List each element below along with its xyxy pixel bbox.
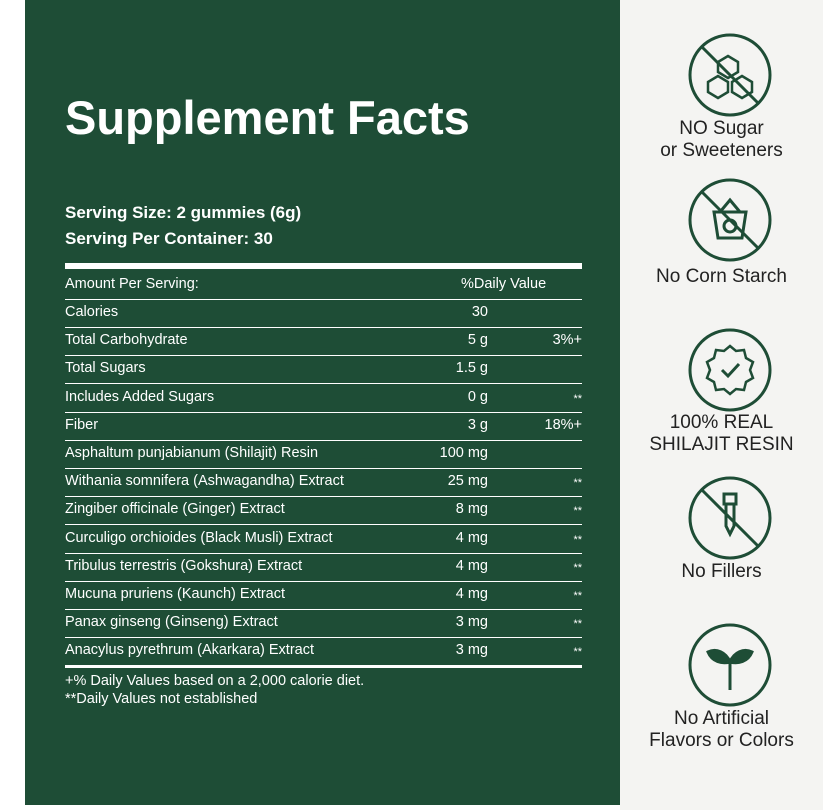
rule <box>65 496 582 498</box>
rule <box>65 580 582 582</box>
header-dv: %Daily Value <box>461 276 547 292</box>
row-name: Withania somnifera (Ashwagandha) Extract <box>65 473 344 490</box>
facts-panel: Supplement Facts Serving Size: 2 gummies… <box>25 0 620 805</box>
thick-rule <box>65 263 582 269</box>
row-dv: ** <box>573 392 582 405</box>
header-label: Amount Per Serving: <box>65 276 199 292</box>
row-name: Total Carbohydrate <box>65 332 188 349</box>
rule <box>65 327 582 328</box>
row-name: Panax ginseng (Ginseng) Extract <box>65 614 278 631</box>
footnote: **Daily Values not established <box>65 691 258 707</box>
badges: NO Sugar or Sweeteners No Corn Starch 100% … <box>620 0 823 810</box>
badge-label: or Sweeteners <box>660 140 783 161</box>
row-name: Anacylus pyrethrum (Akarkara) Extract <box>65 642 314 659</box>
rule <box>65 609 582 610</box>
rule <box>65 299 582 300</box>
rule <box>65 665 582 669</box>
row-dv: ** <box>573 618 582 631</box>
badge-label: No Artificial <box>673 708 770 729</box>
row-dv: 18%+ <box>544 416 583 433</box>
row-name: Total Sugars <box>65 360 146 377</box>
row-name: Tribulus terrestris (Gokshura) Extract <box>65 557 303 574</box>
row-dv: ** <box>573 477 582 490</box>
row-amount: 4 mg <box>455 586 488 602</box>
rule <box>65 383 582 385</box>
row-amount: 8 mg <box>455 501 488 518</box>
row-amount: 3 mg <box>455 642 488 659</box>
row-amount: 3 mg <box>455 614 488 631</box>
row-amount: 4 mg <box>455 557 488 574</box>
badge-label: SHILAJIT RESIN <box>649 434 794 455</box>
badge-label: No Fillers <box>681 561 762 582</box>
row-name: Zingiber officinale (Ginger) Extract <box>65 501 285 518</box>
badge-icons <box>688 33 772 707</box>
rule <box>65 524 582 526</box>
row-amount: 30 <box>471 304 488 320</box>
rule <box>65 552 582 554</box>
rule <box>65 411 582 413</box>
rule <box>65 439 582 441</box>
badge-label: 100% REAL <box>669 412 774 433</box>
serving-size: Serving Size: 2 gummies (6g) <box>65 203 302 222</box>
row-amount: 3 g <box>467 416 488 433</box>
row-name: Asphaltum punjabianum (Shilajit) Resin <box>65 445 319 461</box>
row-dv: ** <box>573 505 582 518</box>
servings: Serving Per Container: 30 <box>65 229 273 248</box>
rule <box>65 637 582 639</box>
row-dv: ** <box>573 590 582 602</box>
row-dv: ** <box>573 646 582 659</box>
row-amount: 25 mg <box>447 473 488 490</box>
row-amount: 0 g <box>467 388 488 405</box>
rule <box>65 355 582 357</box>
row-dv: ** <box>573 533 582 546</box>
row-name: Fiber <box>65 416 99 433</box>
row-dv: ** <box>573 561 582 574</box>
row-name: Curculigo orchioides (Black Musli) Extra… <box>65 529 333 546</box>
row-amount: 100 mg <box>439 445 488 461</box>
badge-label: Flavors or Colors <box>649 730 794 751</box>
title: Supplement Facts <box>65 91 470 144</box>
rule <box>65 468 582 469</box>
row-amount: 5 g <box>467 332 488 349</box>
badge-label: NO Sugar <box>679 118 764 139</box>
footnote: +% Daily Values based on a 2,000 calorie… <box>65 673 365 689</box>
row-name: Mucuna pruriens (Kaunch) Extract <box>65 586 286 602</box>
row-name: Calories <box>65 304 119 320</box>
row-dv: 3%+ <box>552 332 582 349</box>
row-amount: 4 mg <box>455 529 488 546</box>
badge-label: No Corn Starch <box>656 266 787 287</box>
row-amount: 1.5 g <box>455 360 488 377</box>
row-name: Includes Added Sugars <box>65 388 215 405</box>
